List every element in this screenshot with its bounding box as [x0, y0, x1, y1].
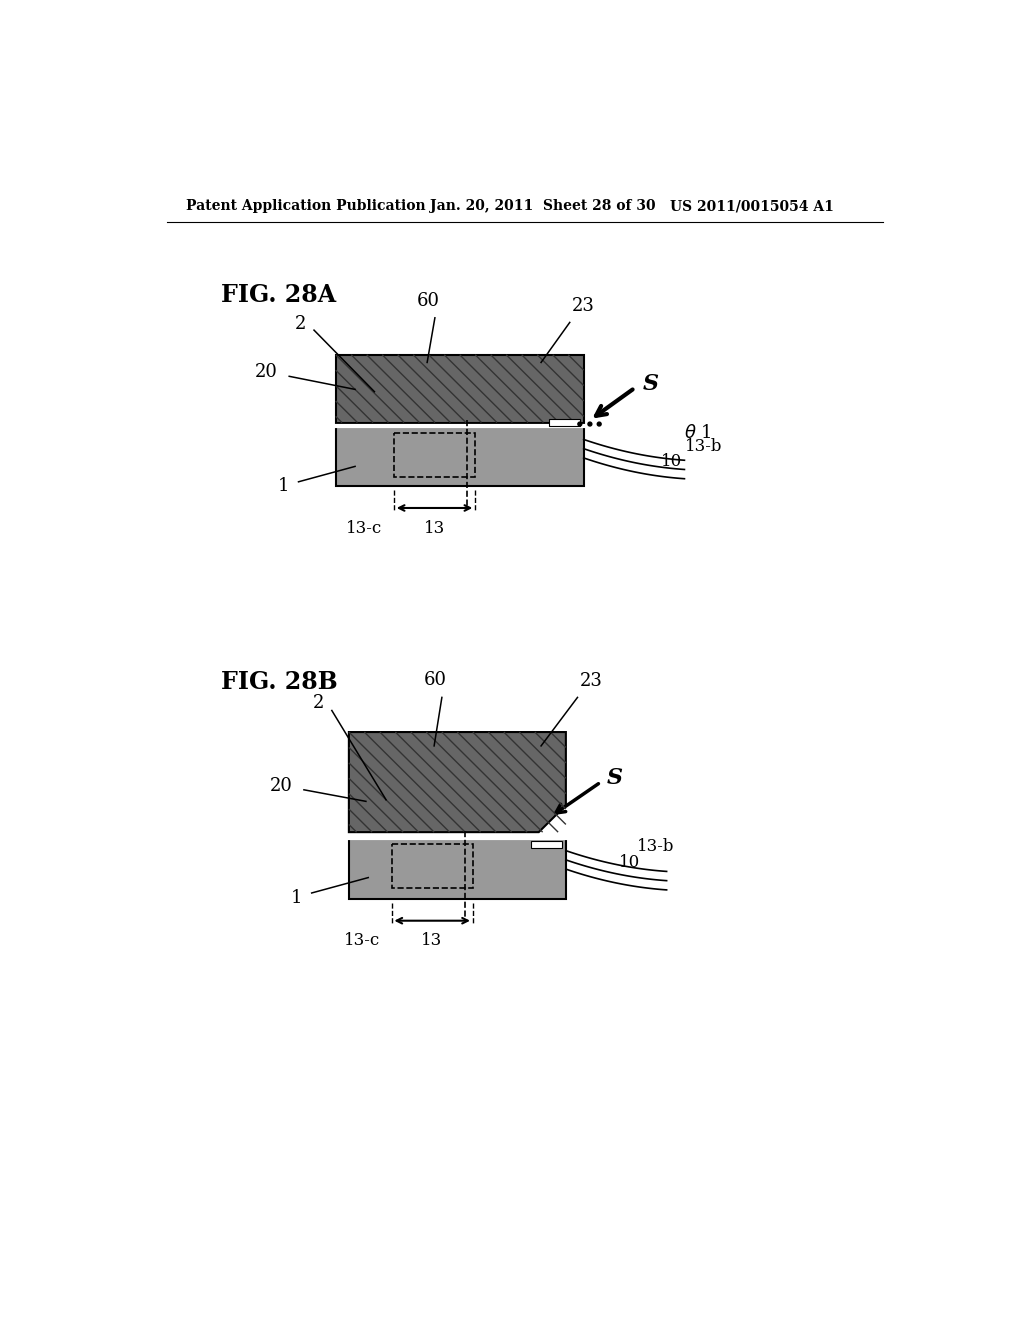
Text: 10: 10	[618, 854, 640, 871]
Text: 23: 23	[572, 297, 595, 314]
Text: 13-b: 13-b	[637, 838, 675, 855]
PathPatch shape	[349, 733, 566, 832]
Text: S: S	[643, 374, 658, 395]
Circle shape	[597, 422, 601, 426]
Text: 60: 60	[424, 671, 447, 689]
Bar	[549, 420, 580, 426]
Text: $\theta$ 1: $\theta$ 1	[684, 424, 712, 441]
Circle shape	[578, 422, 582, 426]
Text: 13: 13	[424, 520, 444, 536]
Text: 20: 20	[270, 777, 293, 795]
Text: 13: 13	[421, 932, 442, 949]
Text: FIG. 28A: FIG. 28A	[221, 284, 336, 308]
Circle shape	[588, 422, 592, 426]
Text: US 2011/0015054 A1: US 2011/0015054 A1	[671, 199, 835, 213]
Text: 10: 10	[662, 453, 682, 470]
Text: FIG. 28B: FIG. 28B	[221, 671, 338, 694]
Text: 13-c: 13-c	[346, 520, 382, 536]
Text: 2: 2	[312, 694, 324, 711]
Bar	[349, 837, 566, 899]
Text: 1: 1	[291, 888, 302, 907]
Text: 60: 60	[417, 292, 440, 310]
Bar	[391, 843, 473, 888]
Bar	[531, 841, 562, 847]
Text: Patent Application Publication: Patent Application Publication	[186, 199, 426, 213]
Text: 13-c: 13-c	[344, 932, 380, 949]
Text: 13-b: 13-b	[684, 438, 722, 455]
Bar	[336, 426, 584, 487]
Bar	[336, 355, 584, 422]
Text: 1: 1	[278, 478, 289, 495]
Bar	[394, 433, 475, 477]
Text: 2: 2	[295, 315, 306, 333]
Text: 23: 23	[580, 672, 603, 689]
Text: S: S	[607, 767, 623, 789]
Text: 20: 20	[255, 363, 278, 380]
Text: Jan. 20, 2011  Sheet 28 of 30: Jan. 20, 2011 Sheet 28 of 30	[430, 199, 656, 213]
